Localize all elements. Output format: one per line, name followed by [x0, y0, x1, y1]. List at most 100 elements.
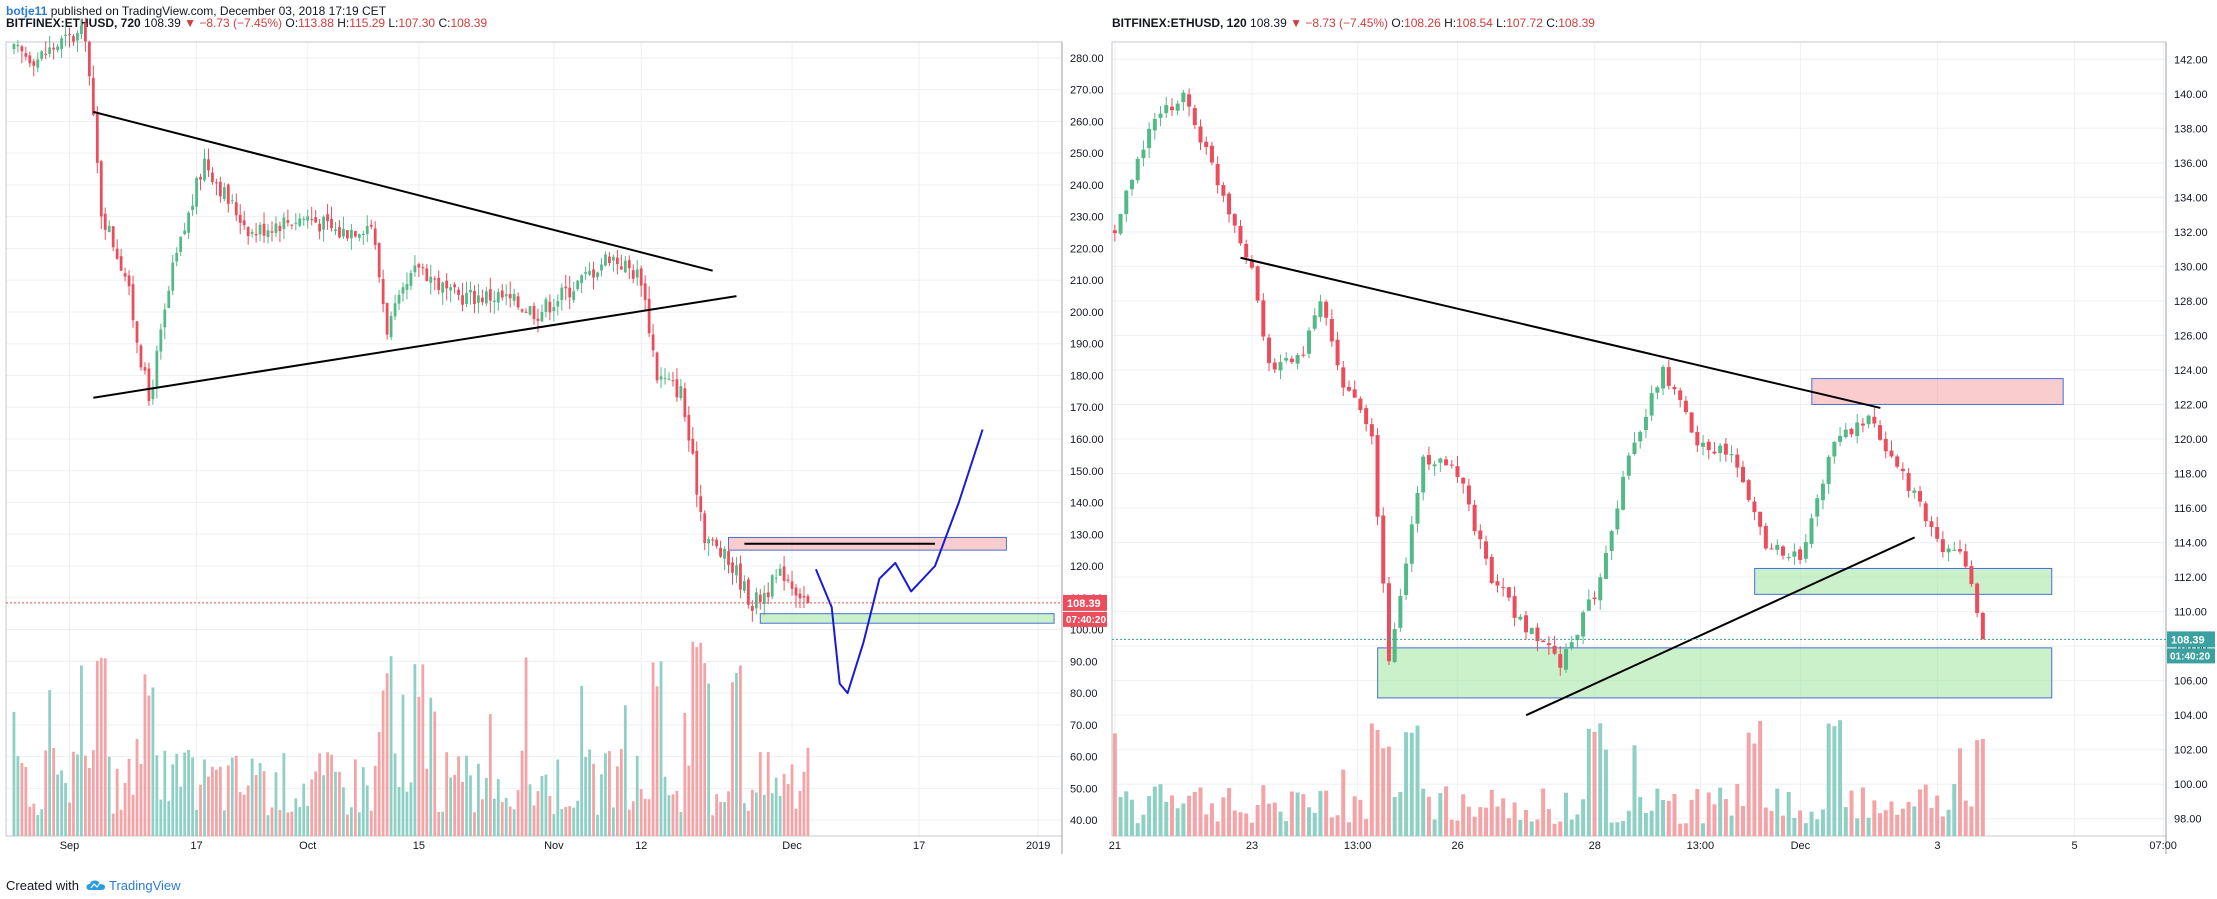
- right-price-chart[interactable]: 98.00100.00102.00104.00106.00108.00110.0…: [1108, 0, 2217, 870]
- volume-bar: [68, 802, 71, 836]
- candle: [798, 593, 802, 599]
- y-tick-label: 122.00: [2174, 399, 2208, 411]
- candle: [393, 303, 397, 317]
- candle: [258, 224, 262, 235]
- trendline[interactable]: [1240, 256, 1881, 409]
- volume-bar: [1843, 807, 1848, 836]
- support-zone[interactable]: [1754, 567, 2053, 595]
- candle: [302, 218, 306, 220]
- volume-bar: [286, 812, 290, 836]
- candle: [266, 230, 270, 237]
- y-tick-label: 90.00: [1070, 656, 1098, 668]
- volume-bar: [1192, 792, 1197, 836]
- volume-bar: [389, 656, 393, 836]
- candle: [1381, 515, 1386, 584]
- volume-bar: [556, 759, 560, 836]
- trendline[interactable]: [93, 110, 713, 272]
- volume-bar: [1501, 798, 1506, 836]
- candle: [1238, 225, 1243, 244]
- candle: [572, 291, 576, 301]
- candle: [1135, 158, 1140, 181]
- volume-bar: [500, 802, 504, 836]
- volume-bar: [1872, 800, 1877, 836]
- candle: [1301, 354, 1306, 356]
- volume-bar: [103, 658, 107, 836]
- candle: [1472, 504, 1477, 532]
- left-open: 113.88: [298, 16, 334, 30]
- y-tick-label: 120.00: [1070, 561, 1104, 573]
- candle: [1432, 464, 1437, 467]
- volume-bar: [1775, 788, 1780, 836]
- trendline[interactable]: [93, 295, 737, 399]
- candle: [91, 77, 95, 115]
- candle: [1341, 367, 1346, 388]
- volume-bar: [1375, 730, 1380, 836]
- candle: [84, 22, 87, 42]
- volume-bar: [1598, 723, 1603, 836]
- volume-bar: [1923, 784, 1928, 836]
- right-symbol[interactable]: BITFINEX:ETHUSD, 120: [1112, 16, 1247, 30]
- volume-bar: [647, 799, 651, 836]
- volume-bar: [1735, 783, 1740, 836]
- left-symbol[interactable]: BITFINEX:ETHUSD, 720: [6, 16, 141, 30]
- volume-bar: [544, 774, 548, 836]
- candle: [477, 295, 480, 303]
- volume-bar: [1307, 807, 1312, 836]
- y-tick-label: 140.00: [2174, 89, 2208, 101]
- candle: [671, 380, 675, 382]
- trendline[interactable]: [1525, 536, 1916, 717]
- volume-bar: [1295, 792, 1300, 836]
- volume-bar: [584, 757, 587, 836]
- candle: [250, 231, 254, 234]
- candle: [1501, 587, 1506, 589]
- volume-bar: [1786, 791, 1791, 836]
- tradingview-brand[interactable]: TradingView: [109, 878, 181, 893]
- volume-bar: [1352, 796, 1357, 836]
- candle: [806, 596, 810, 603]
- candle: [699, 496, 703, 512]
- support-zone[interactable]: [1377, 647, 2053, 699]
- candle: [639, 268, 643, 286]
- candle: [127, 275, 131, 287]
- volume-bar: [461, 781, 464, 836]
- resistance-zone[interactable]: [1811, 378, 2064, 405]
- candle: [1272, 362, 1277, 370]
- volume-bar: [1980, 738, 1985, 836]
- left-price-chart[interactable]: 40.0050.0060.0070.0080.0090.00100.00110.…: [0, 0, 1108, 870]
- volume-bar: [1706, 792, 1711, 836]
- volume-bar: [80, 665, 83, 836]
- volume-bar: [258, 763, 262, 836]
- candle: [24, 53, 28, 57]
- volume-bar: [1895, 814, 1900, 836]
- volume-bar: [687, 765, 691, 836]
- author-name[interactable]: botje11: [6, 4, 48, 18]
- volume-bar: [659, 661, 663, 836]
- right-close-label: C:: [1546, 16, 1559, 30]
- candle: [111, 226, 115, 248]
- candle: [52, 47, 56, 50]
- volume-bar: [1529, 821, 1534, 836]
- volume-bar: [1946, 809, 1951, 836]
- volume-bar: [338, 771, 341, 836]
- volume-bar: [1552, 823, 1557, 836]
- volume-bar: [1558, 821, 1563, 836]
- candle: [1495, 581, 1500, 586]
- volume-bar: [266, 815, 270, 836]
- candle: [1946, 548, 1951, 553]
- candle: [365, 225, 369, 235]
- volume-bar: [1900, 808, 1905, 836]
- volume-bar: [1626, 810, 1631, 836]
- volume-bar: [477, 763, 480, 836]
- candle: [107, 225, 111, 233]
- volume-bar: [528, 784, 532, 836]
- support-zone[interactable]: [759, 613, 1055, 624]
- forecast-path[interactable]: [814, 429, 984, 695]
- volume-bar: [84, 755, 87, 836]
- y-tick-label: 240.00: [1070, 180, 1104, 192]
- candle: [1364, 408, 1369, 425]
- volume-bar: [1712, 804, 1717, 836]
- candle: [1307, 330, 1312, 354]
- candle: [246, 227, 250, 237]
- volume-bar: [254, 775, 258, 836]
- candle: [1141, 149, 1146, 159]
